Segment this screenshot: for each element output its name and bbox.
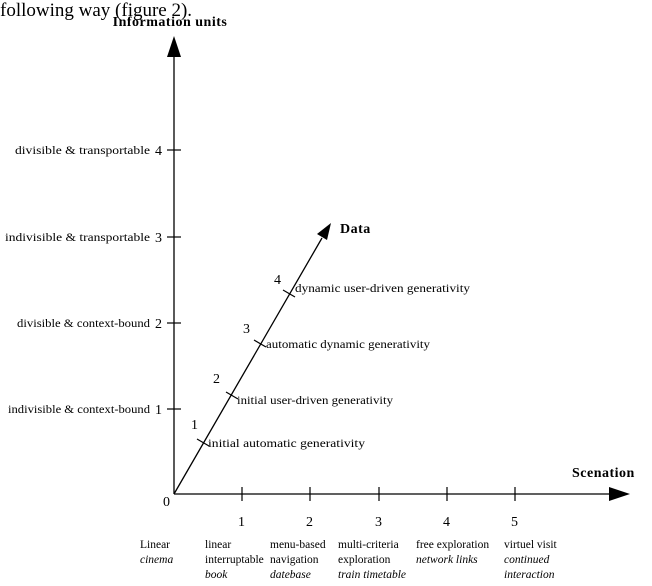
horizontal-caption-3-line2: exploration <box>338 554 391 566</box>
horizontal-caption-1-line1: linear <box>205 539 231 551</box>
vertical-tick-number-1: 1 <box>155 403 162 418</box>
vertical-tick-number-2: 2 <box>155 317 162 332</box>
horizontal-tick-number-1: 1 <box>238 515 245 530</box>
horizontal-caption-5-example: continued <box>504 554 550 566</box>
horizontal-caption-4-example: network links <box>416 554 478 566</box>
vertical-tick-number-4: 4 <box>155 144 162 159</box>
horizontal-caption-1-line2: interruptable <box>205 554 264 566</box>
horizontal-caption-1-example: book <box>205 569 228 581</box>
diagonal-tick-4 <box>282 289 296 298</box>
horizontal-caption-2-example: datebase <box>270 569 311 581</box>
vertical-tick-label-3: indivisible & transportable <box>5 230 150 244</box>
vertical-tick-label-2: divisible & context-bound <box>17 316 150 330</box>
diagonal-axis-arrowhead <box>317 223 331 240</box>
diagonal-tick-number-1: 1 <box>191 418 198 433</box>
header-fragment: following way (figure 2). <box>0 0 192 21</box>
vertical-axis-arrowhead <box>167 36 181 57</box>
origin-caption-example: cinema <box>140 554 173 566</box>
horizontal-caption-3-line1: multi-criteria <box>338 539 399 551</box>
horizontal-caption-2-line1: menu-based <box>270 539 326 551</box>
diagonal-axis: Data 1 2 3 4 initial automatic generativ… <box>173 222 470 495</box>
horizontal-axis: Scenation 0 1 2 3 4 5 Linear cinema line… <box>140 466 635 581</box>
horizontal-caption-4-line1: free exploration <box>416 539 489 551</box>
diagonal-tick-number-4: 4 <box>274 273 281 288</box>
horizontal-caption-3-example: train timetable <box>338 569 406 581</box>
origin-label: 0 <box>163 495 170 510</box>
diagonal-tick-1 <box>196 438 210 447</box>
vertical-tick-label-4: divisible & transportable <box>15 143 150 157</box>
diagonal-tick-label-2: initial user-driven generativity <box>237 393 393 407</box>
horizontal-caption-5-example2: interaction <box>504 569 555 581</box>
vertical-axis-title: Information units <box>113 15 228 30</box>
horizontal-tick-number-4: 4 <box>443 515 450 530</box>
diagonal-tick-2 <box>225 391 239 400</box>
diagonal-tick-label-1: initial automatic generativity <box>208 436 365 450</box>
diagonal-tick-label-4: dynamic user-driven generativity <box>295 281 470 295</box>
horizontal-caption-5-line1: virtuel visit <box>504 539 558 551</box>
horizontal-axis-arrowhead <box>609 487 630 501</box>
vertical-axis: Information units 1 2 3 4 indivisible & … <box>5 15 227 494</box>
diagonal-tick-3 <box>253 339 267 348</box>
horizontal-tick-number-3: 3 <box>375 515 382 530</box>
diagonal-tick-number-2: 2 <box>213 372 220 387</box>
diagonal-tick-number-3: 3 <box>243 322 250 337</box>
horizontal-tick-number-2: 2 <box>306 515 313 530</box>
horizontal-tick-number-5: 5 <box>511 515 518 530</box>
diagonal-tick-label-3: automatic dynamic generativity <box>266 337 430 351</box>
vertical-tick-label-1: indivisible & context-bound <box>8 402 150 416</box>
diagonal-axis-line <box>173 237 323 495</box>
horizontal-axis-title: Scenation <box>572 466 635 481</box>
origin-caption-line1: Linear <box>140 539 170 551</box>
horizontal-caption-2-line2: navigation <box>270 554 319 566</box>
diagonal-axis-title: Data <box>340 222 371 237</box>
vertical-tick-number-3: 3 <box>155 231 162 246</box>
